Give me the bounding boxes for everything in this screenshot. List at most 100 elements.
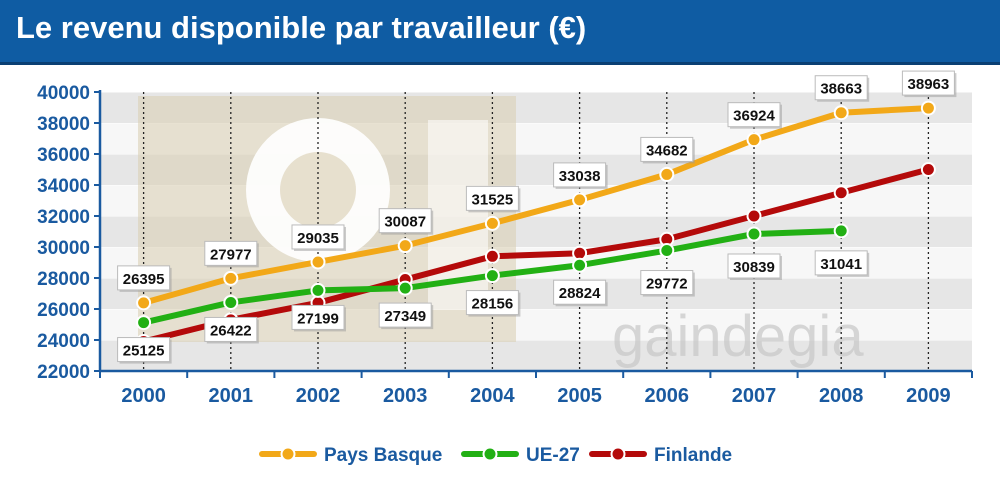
data-point: [746, 226, 762, 242]
data-labels: 26395 27977 29035 30087 31525 33038 34682 36924…: [117, 70, 957, 364]
data-point: [920, 162, 936, 177]
data-label-pays-basque: 31525: [472, 191, 514, 208]
legend-label: UE-27: [526, 445, 580, 466]
data-point: [659, 243, 675, 259]
data-label-pays-basque: 33038: [559, 168, 601, 185]
data-label-box: [465, 290, 519, 316]
legend-swatch-dot: [610, 446, 626, 462]
data-label-pays-basque: 30087: [384, 214, 426, 231]
data-point: [833, 223, 849, 239]
data-label-ue27: 25125: [123, 343, 165, 360]
data-label-box: [117, 337, 171, 363]
series-line-0: [140, 105, 932, 306]
x-tick-label: 2000: [121, 385, 166, 407]
y-tick-labels: 22000 24000 26000 28000 30000 32000 34000 36000…: [37, 83, 90, 383]
data-label-ue27: 31041: [820, 256, 862, 273]
data-label-box: [727, 253, 781, 279]
data-point: [223, 270, 239, 286]
data-label-box: [378, 208, 432, 234]
legend: Pays Basque UE-27 Finlande: [259, 445, 732, 466]
data-point: [920, 100, 936, 116]
data-label-pays-basque: 36924: [733, 108, 775, 125]
x-tick-labels: 2000 2001 2002 2003 2004 2005 2006 2007 2008 2009: [121, 385, 950, 407]
data-label-ue27: 27349: [384, 308, 426, 325]
y-tick-label: 40000: [37, 83, 90, 104]
data-label-box: [117, 265, 171, 291]
data-label-pays-basque: 38663: [820, 81, 862, 98]
data-point: [310, 282, 326, 298]
data-point: [136, 315, 152, 331]
data-label-box: [640, 270, 694, 296]
data-label-box: [378, 302, 432, 328]
x-tick-label: 2005: [557, 385, 602, 407]
y-tick-label: 22000: [37, 362, 90, 383]
x-tick-label: 2007: [732, 385, 777, 407]
x-tick-label: 2004: [470, 385, 515, 407]
data-label-ue27: 26422: [210, 322, 252, 339]
data-point: [397, 280, 413, 296]
y-tick-label: 36000: [37, 145, 90, 166]
x-tick-label: 2009: [906, 385, 951, 407]
data-label-box: [553, 162, 607, 188]
x-tick-label: 2003: [383, 385, 428, 407]
data-point: [484, 215, 500, 231]
data-point: [572, 192, 588, 208]
data-label-ue27: 28156: [472, 296, 514, 313]
y-tick-label: 26000: [37, 300, 90, 321]
data-label-box: [291, 304, 345, 330]
data-point: [572, 257, 588, 273]
data-label-box: [901, 70, 955, 96]
grid-band: [100, 340, 972, 371]
y-tick-label: 34000: [37, 176, 90, 197]
data-point: [746, 208, 762, 224]
data-label-ue27: 27199: [297, 310, 339, 327]
data-point: [833, 185, 849, 201]
data-label-pays-basque: 34682: [646, 142, 688, 159]
legend-item: UE-27: [461, 445, 580, 466]
data-point: [484, 268, 500, 284]
data-point: [484, 248, 500, 264]
data-label-ue27: 30839: [733, 259, 775, 276]
axes: [94, 90, 973, 378]
data-label-ue27: 28824: [559, 285, 601, 302]
data-label-box: [727, 102, 781, 128]
y-tick-label: 28000: [37, 269, 90, 290]
legend-label: Finlande: [654, 445, 732, 466]
data-label-box: [204, 316, 258, 342]
data-label-box: [465, 185, 519, 211]
data-point: [223, 294, 239, 310]
legend-item: Pays Basque: [259, 445, 442, 466]
data-point: [746, 132, 762, 148]
data-label-box: [814, 75, 868, 101]
data-label-box: [553, 279, 607, 305]
x-tick-label: 2008: [819, 385, 864, 407]
legend-item: Finlande: [589, 445, 732, 466]
legend-label: Pays Basque: [324, 445, 442, 466]
x-tick-label: 2002: [296, 385, 341, 407]
data-label-ue27: 29772: [646, 276, 688, 293]
title-bar: Le revenu disponible par travailleur (€): [0, 0, 1000, 65]
data-label-pays-basque: 26395: [123, 271, 165, 288]
series-points: [136, 100, 936, 350]
y-tick-label: 32000: [37, 207, 90, 228]
data-point: [659, 166, 675, 182]
y-tick-label: 24000: [37, 331, 90, 352]
data-label-box: [291, 224, 345, 250]
chart-title: Le revenu disponible par travailleur (€): [16, 10, 587, 45]
data-label-box: [640, 136, 694, 162]
data-label-pays-basque: 29035: [297, 230, 339, 247]
data-label-box: [204, 240, 258, 266]
data-label-pays-basque: 27977: [210, 246, 252, 263]
x-tick-label: 2001: [209, 385, 254, 407]
y-tick-label: 30000: [37, 238, 90, 259]
data-point: [397, 238, 413, 254]
legend-swatch-dot: [482, 446, 498, 462]
series-line-2: [140, 166, 932, 345]
watermark-text: gaindegia: [612, 304, 864, 369]
data-point: [136, 295, 152, 311]
data-label-pays-basque: 38963: [908, 76, 950, 93]
x-tick-label: 2006: [645, 385, 690, 407]
legend-swatch-dot: [280, 446, 296, 462]
data-point: [833, 105, 849, 121]
data-point: [310, 254, 326, 270]
